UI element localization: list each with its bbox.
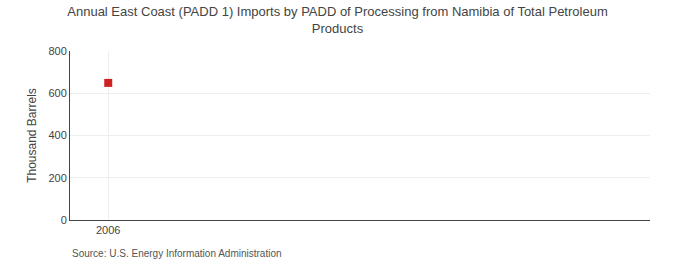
svg-text:Annual East Coast (PADD 1) Imp: Annual East Coast (PADD 1) Imports by PA… bbox=[67, 4, 607, 36]
svg-text:0: 0 bbox=[61, 214, 67, 226]
svg-text:200: 200 bbox=[48, 172, 66, 184]
svg-text:Source: U.S. Energy Informatio: Source: U.S. Energy Information Administ… bbox=[72, 248, 282, 259]
svg-text:400: 400 bbox=[48, 129, 66, 141]
svg-text:2006: 2006 bbox=[96, 224, 120, 236]
svg-text:800: 800 bbox=[48, 45, 66, 57]
svg-text:600: 600 bbox=[48, 87, 66, 99]
svg-text:Thousand Barrels: Thousand Barrels bbox=[25, 88, 39, 183]
